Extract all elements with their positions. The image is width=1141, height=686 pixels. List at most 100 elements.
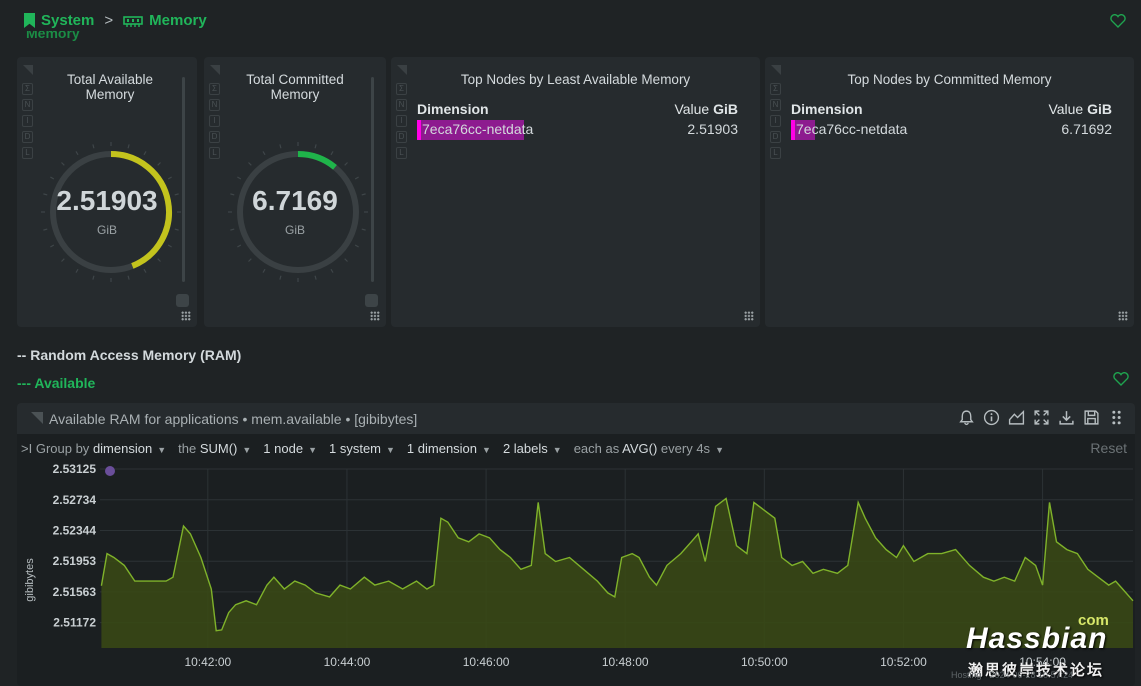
gauge-tick [157, 258, 161, 262]
sum-icon[interactable]: Σ [209, 83, 220, 95]
resize-handle-icon[interactable] [1118, 311, 1128, 321]
card-total-available-memory: Σ N I D L Total Available Memory 2.51903… [17, 57, 197, 327]
watermark-brand: Hassbian [966, 622, 1108, 655]
chevron-down-icon: ▼ [308, 445, 317, 455]
resize-handle-icon[interactable] [370, 311, 380, 321]
heart-icon[interactable] [1110, 14, 1126, 28]
reset-button[interactable]: Reset [1090, 440, 1127, 456]
resize-handle-icon[interactable] [744, 311, 754, 321]
label-icon[interactable]: L [396, 147, 407, 159]
gauge-fill [297, 151, 337, 170]
card-menu-icon[interactable] [23, 65, 33, 75]
breadcrumb-section[interactable]: System [41, 12, 95, 29]
gauge-tick [279, 275, 282, 280]
value-bar [417, 120, 524, 140]
y-tick-label: 2.51172 [53, 616, 96, 630]
dimensions-dropdown[interactable]: 1 dimension ▼ [406, 441, 491, 456]
dimension-header[interactable]: Dimension [417, 101, 489, 117]
expand-icon[interactable] [1033, 409, 1050, 426]
top-bar: System > Memory Memory [0, 0, 1141, 44]
gauge-tick [330, 151, 334, 156]
gauge-tick [174, 193, 179, 196]
instance-icon[interactable]: I [396, 115, 407, 127]
card-scrollbar[interactable] [182, 77, 185, 282]
netdata-logo-icon [365, 294, 378, 307]
card-side-icons: Σ N I D L [22, 83, 33, 159]
card-top-nodes-least-available: Σ N I D L Top Nodes by Least Available M… [391, 57, 760, 327]
gauge-tick [354, 244, 359, 248]
dimension-icon[interactable]: D [396, 131, 407, 143]
sum-icon[interactable]: Σ [396, 83, 407, 95]
node-icon[interactable]: N [396, 99, 407, 111]
download-icon[interactable] [1058, 409, 1075, 426]
x-tick-label: 10:48:00 [602, 655, 649, 669]
dimension-icon[interactable]: D [22, 131, 33, 143]
table-row[interactable]: 7eca76cc-netdata 6.71692 [791, 120, 1112, 140]
gauge-tick [344, 162, 348, 166]
dimension-icon[interactable]: D [770, 131, 781, 143]
gauge-dial [228, 142, 368, 282]
instance-icon[interactable]: I [770, 115, 781, 127]
save-icon[interactable] [1083, 409, 1100, 426]
area-chart-icon[interactable] [1008, 409, 1025, 426]
breadcrumb-page[interactable]: Memory [149, 12, 207, 29]
sum-icon[interactable]: Σ [22, 83, 33, 95]
card-top-nodes-committed: Σ N I D L Top Nodes by Committed Memory … [765, 57, 1134, 327]
drag-icon[interactable] [1108, 409, 1125, 426]
watermark-tld: com [1078, 612, 1109, 629]
area-chart[interactable]: 2.53125 2.52734 2.52344 2.51953 2.51563 2.511… [0, 460, 1141, 686]
chevron-down-icon: ▼ [157, 445, 167, 455]
gauge-unit: GiB [284, 223, 305, 237]
value-header[interactable]: Value GiB [1048, 101, 1112, 117]
dimension-header[interactable]: Dimension [791, 101, 863, 117]
x-tick-label: 10:46:00 [463, 655, 510, 669]
gauge-tick [262, 151, 266, 156]
nodes-dropdown[interactable]: 1 node ▼ [263, 441, 317, 456]
card-menu-icon[interactable] [397, 65, 407, 75]
table-row[interactable]: 7eca76cc-netdata 2.51903 [417, 120, 738, 140]
section-heading-memory: Memory [26, 31, 80, 41]
instance-icon[interactable]: I [22, 115, 33, 127]
time-aggregation-dropdown[interactable]: each as AVG() every 4s ▼ [573, 441, 724, 456]
group-by-dropdown[interactable]: >I Group by dimension ▼ [21, 441, 167, 456]
bookmark-icon[interactable] [24, 13, 35, 28]
x-tick-label: 10:50:00 [741, 655, 788, 669]
dimension-cell: 7eca76cc-netdata [791, 120, 907, 140]
gauge-tick [127, 144, 130, 149]
node-icon[interactable]: N [209, 99, 220, 111]
annotation-marker-icon[interactable] [105, 466, 115, 476]
gauge-tick [43, 193, 48, 196]
resize-handle-icon[interactable] [181, 311, 191, 321]
card-title: Total Available Memory [66, 72, 154, 102]
x-tick-label: 10:42:00 [184, 655, 231, 669]
aggregation-dropdown[interactable]: the SUM() ▼ [178, 441, 252, 456]
instance-icon[interactable]: I [209, 115, 220, 127]
label-icon[interactable]: L [209, 147, 220, 159]
gauge-tick [92, 144, 95, 149]
label-icon[interactable]: L [22, 147, 33, 159]
bell-icon[interactable] [958, 409, 975, 426]
node-icon[interactable]: N [22, 99, 33, 111]
breadcrumb: System > Memory [24, 12, 207, 29]
info-icon[interactable] [983, 409, 1000, 426]
card-menu-icon[interactable] [771, 65, 781, 75]
value-cell: 2.51903 [687, 121, 738, 137]
value-header[interactable]: Value GiB [674, 101, 738, 117]
node-icon[interactable]: N [770, 99, 781, 111]
chart-menu-icon[interactable] [31, 412, 43, 424]
value-bar [791, 120, 815, 140]
section-heading-available: --- Available [17, 375, 96, 391]
chart-toolbar [958, 409, 1125, 426]
gauge-tick [237, 176, 242, 180]
systems-dropdown[interactable]: 1 system ▼ [328, 441, 395, 456]
chevron-down-icon: ▼ [552, 445, 562, 455]
heart-icon[interactable] [1113, 372, 1129, 386]
card-menu-icon[interactable] [210, 65, 220, 75]
dimension-icon[interactable]: D [209, 131, 220, 143]
gauge-tick [174, 228, 179, 231]
label-icon[interactable]: L [770, 147, 781, 159]
sum-icon[interactable]: Σ [770, 83, 781, 95]
chart-controls: >I Group by dimension ▼ the SUM() ▼ 1 node… [21, 441, 1131, 456]
labels-dropdown[interactable]: 2 labels ▼ [502, 441, 562, 456]
card-scrollbar[interactable] [371, 77, 374, 282]
